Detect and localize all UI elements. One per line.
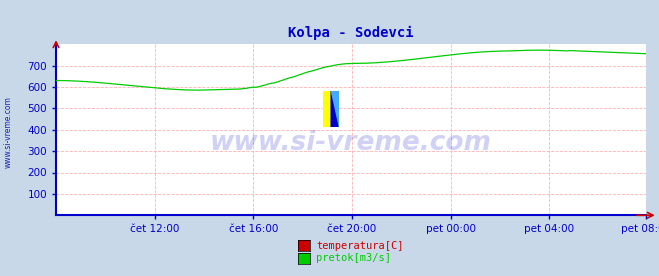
Text: pretok[m3/s]: pretok[m3/s] (316, 253, 391, 263)
Text: www.si-vreme.com: www.si-vreme.com (210, 130, 492, 156)
Polygon shape (331, 91, 339, 127)
Polygon shape (331, 91, 339, 127)
Text: temperatura[C]: temperatura[C] (316, 241, 404, 251)
Bar (323, 91, 331, 127)
Text: www.si-vreme.com: www.si-vreme.com (3, 97, 13, 168)
Title: Kolpa - Sodevci: Kolpa - Sodevci (288, 26, 414, 40)
